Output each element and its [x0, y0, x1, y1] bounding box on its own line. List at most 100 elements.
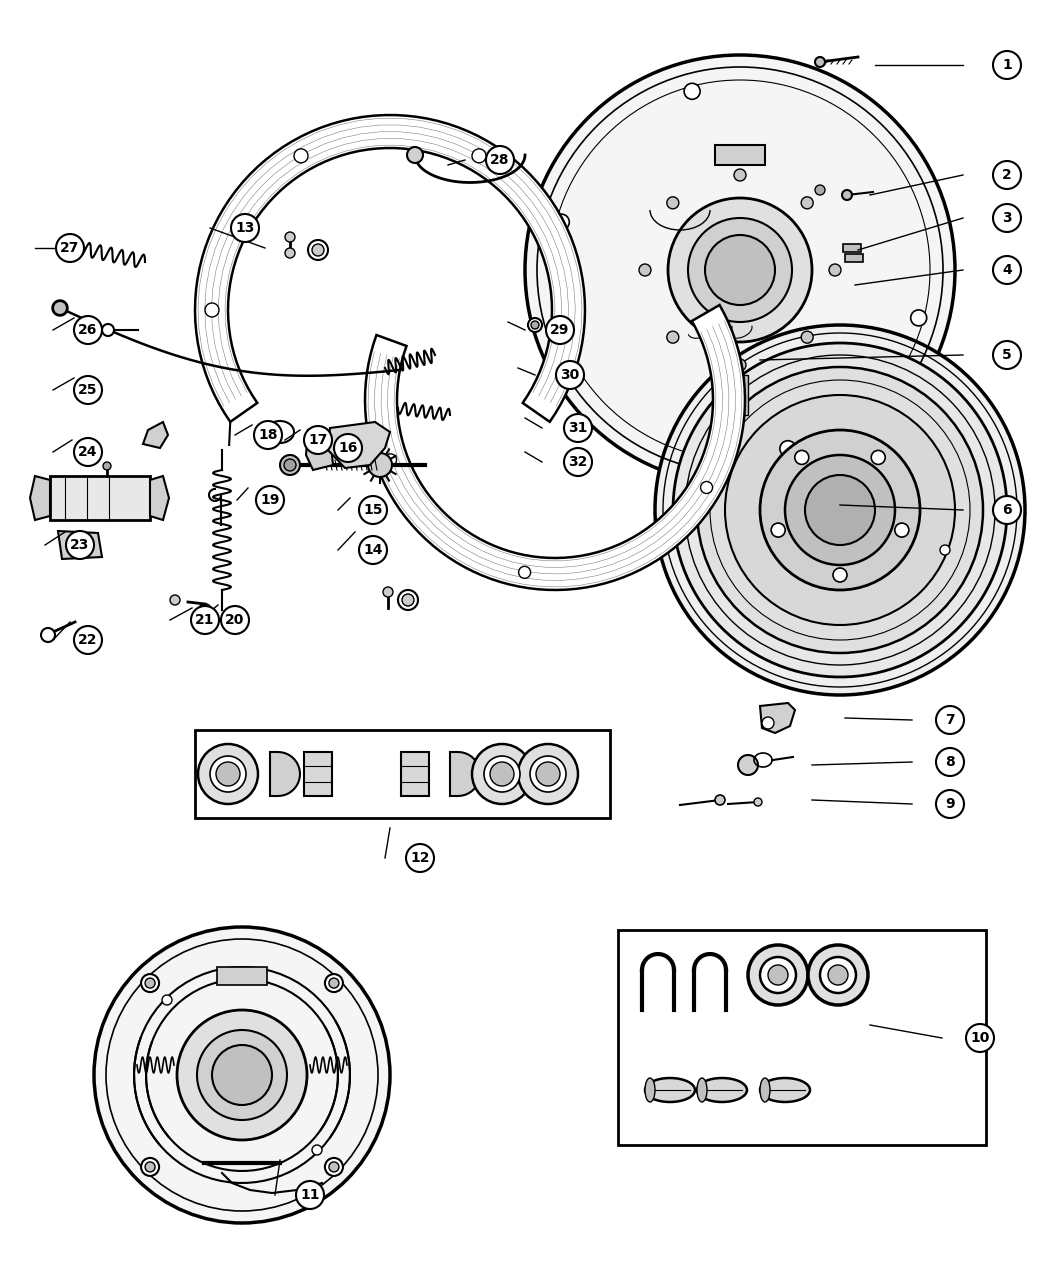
Circle shape — [667, 197, 679, 209]
Text: 9: 9 — [945, 797, 955, 811]
Text: 12: 12 — [410, 850, 430, 864]
Circle shape — [285, 248, 294, 258]
Circle shape — [668, 199, 812, 342]
Ellipse shape — [645, 1078, 655, 1102]
Polygon shape — [450, 752, 480, 796]
Circle shape — [553, 214, 569, 230]
Circle shape — [216, 763, 240, 785]
Circle shape — [141, 974, 159, 992]
Circle shape — [197, 1030, 287, 1120]
Circle shape — [808, 945, 868, 1004]
Circle shape — [53, 300, 67, 314]
Circle shape — [564, 448, 592, 476]
Bar — [50, 476, 150, 519]
Circle shape — [966, 1023, 994, 1051]
Circle shape — [484, 756, 520, 792]
Circle shape — [794, 451, 809, 465]
Text: 11: 11 — [300, 1188, 320, 1202]
Circle shape — [815, 185, 825, 195]
Circle shape — [564, 414, 592, 442]
Circle shape — [994, 160, 1021, 188]
Polygon shape — [328, 423, 390, 468]
Text: 30: 30 — [561, 368, 580, 382]
Circle shape — [780, 440, 795, 457]
Circle shape — [256, 486, 284, 514]
Text: 32: 32 — [568, 454, 588, 468]
Circle shape — [936, 791, 964, 819]
Circle shape — [762, 717, 774, 729]
Text: 18: 18 — [258, 428, 278, 442]
Polygon shape — [306, 430, 333, 470]
Circle shape — [304, 426, 332, 454]
Polygon shape — [270, 752, 300, 796]
Circle shape — [74, 316, 102, 344]
Circle shape — [486, 146, 514, 174]
Bar — [845, 255, 863, 262]
Circle shape — [815, 57, 825, 67]
Circle shape — [994, 204, 1021, 232]
Circle shape — [231, 214, 259, 242]
Bar — [732, 376, 748, 415]
Circle shape — [556, 362, 584, 390]
Circle shape — [41, 628, 54, 642]
Text: 7: 7 — [945, 713, 955, 727]
Circle shape — [177, 1009, 307, 1141]
Circle shape — [673, 342, 1007, 677]
Circle shape — [145, 1162, 155, 1172]
Polygon shape — [143, 423, 168, 448]
Circle shape — [994, 51, 1021, 79]
Bar — [843, 244, 861, 252]
Circle shape — [829, 264, 840, 276]
Circle shape — [519, 566, 530, 578]
Circle shape — [705, 236, 776, 306]
Ellipse shape — [645, 1078, 695, 1102]
Circle shape — [212, 1045, 272, 1105]
Circle shape — [771, 523, 785, 537]
Circle shape — [801, 197, 813, 209]
Circle shape — [528, 318, 542, 332]
Circle shape — [871, 451, 886, 465]
Text: 21: 21 — [195, 614, 215, 628]
Circle shape — [325, 974, 343, 992]
Text: 23: 23 — [70, 538, 90, 552]
Circle shape — [754, 798, 762, 806]
Circle shape — [221, 606, 249, 634]
Circle shape — [170, 594, 180, 605]
Circle shape — [536, 763, 560, 785]
Text: 4: 4 — [1002, 264, 1012, 278]
Circle shape — [833, 568, 847, 582]
Circle shape — [329, 1162, 339, 1172]
Circle shape — [936, 749, 964, 777]
Circle shape — [398, 589, 418, 610]
Circle shape — [490, 763, 514, 785]
Circle shape — [684, 83, 700, 99]
Circle shape — [667, 331, 679, 344]
Circle shape — [145, 978, 155, 988]
Circle shape — [734, 169, 746, 181]
Text: 5: 5 — [1002, 348, 1012, 362]
Polygon shape — [58, 531, 102, 559]
Circle shape — [406, 844, 434, 872]
Circle shape — [325, 1158, 343, 1176]
Circle shape — [940, 545, 949, 555]
Circle shape — [162, 995, 172, 1004]
Circle shape — [531, 321, 539, 328]
Circle shape — [738, 755, 758, 775]
Polygon shape — [760, 703, 795, 733]
Polygon shape — [150, 476, 169, 519]
Circle shape — [56, 234, 84, 262]
Circle shape — [294, 149, 308, 163]
Text: 26: 26 — [79, 323, 97, 337]
Circle shape — [525, 55, 955, 485]
Circle shape — [74, 626, 102, 654]
Circle shape — [312, 1144, 322, 1155]
Circle shape — [994, 256, 1021, 284]
Text: 17: 17 — [308, 433, 328, 447]
Ellipse shape — [760, 1078, 770, 1102]
Circle shape — [820, 957, 856, 993]
Circle shape — [994, 496, 1021, 524]
Circle shape — [801, 331, 813, 344]
Polygon shape — [30, 476, 50, 519]
Text: 22: 22 — [79, 633, 97, 647]
Text: 2: 2 — [1002, 168, 1012, 182]
